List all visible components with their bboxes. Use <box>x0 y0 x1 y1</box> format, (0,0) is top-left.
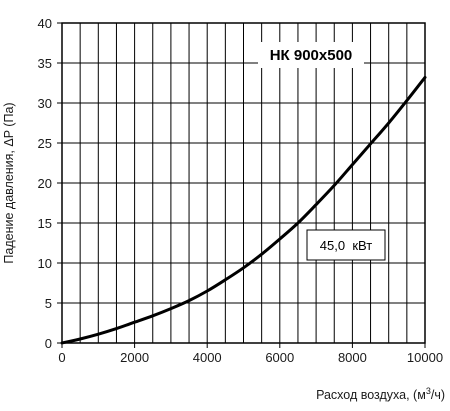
series-line <box>60 75 427 345</box>
title-box <box>258 42 364 68</box>
y-axis-label: Падение давления, ΔP (Па) <box>2 102 16 263</box>
x-tick-labels: 0 2000 4000 6000 8000 10000 <box>58 343 443 365</box>
y-tick-label: 30 <box>38 96 52 111</box>
annotation-box <box>306 229 386 261</box>
x-tick-label: 2000 <box>120 350 149 365</box>
y-tick-label: 40 <box>38 16 52 31</box>
x-tick-label: 4000 <box>193 350 222 365</box>
y-tick-label: 35 <box>38 56 52 71</box>
x-axis-label: Расход воздуха, (м3/ч) <box>316 386 445 402</box>
x-tick-label: 10000 <box>407 350 443 365</box>
y-tick-labels: 0 5 10 15 20 25 30 35 40 <box>38 16 62 351</box>
annotation-text: 45,0 кВт <box>320 238 372 253</box>
chart-title: НК 900х500 <box>270 47 353 64</box>
y-tick-label: 20 <box>38 176 52 191</box>
y-tick-label: 0 <box>45 336 52 351</box>
y-tick-label: 15 <box>38 216 52 231</box>
grid <box>62 23 425 343</box>
x-axis-label-superscript: 3 <box>426 386 431 396</box>
x-axis-label-main: Расход воздуха, (м <box>316 388 426 402</box>
x-tick-label: 6000 <box>265 350 294 365</box>
x-axis-label-tail: /ч) <box>431 388 445 402</box>
y-tick-label: 5 <box>45 296 52 311</box>
series-layer <box>60 75 427 345</box>
x-tick-label: 0 <box>58 350 65 365</box>
y-tick-label: 25 <box>38 136 52 151</box>
y-tick-label: 10 <box>38 256 52 271</box>
x-tick-label: 8000 <box>338 350 367 365</box>
